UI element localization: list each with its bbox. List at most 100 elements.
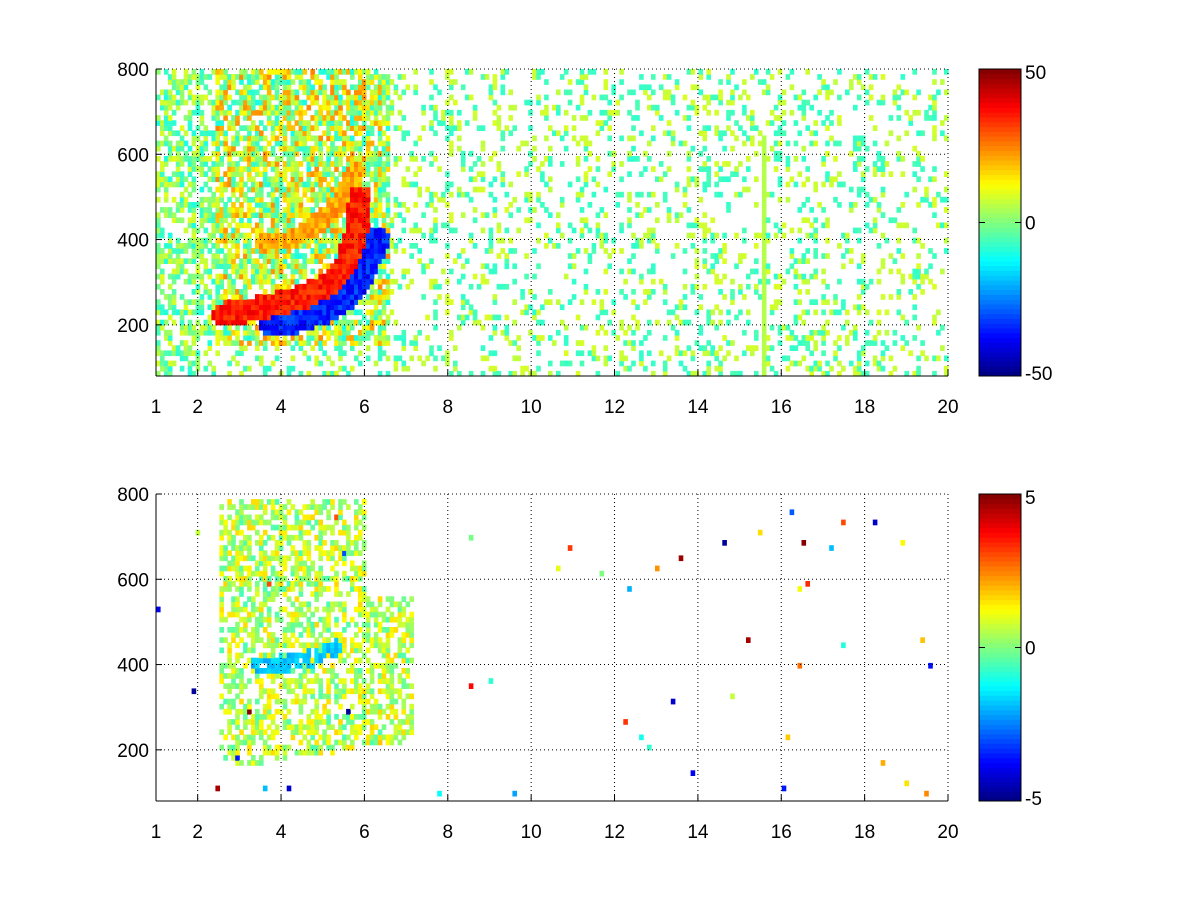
colorbar-step [979,174,1021,180]
heatmap-cell [813,309,818,316]
heatmap-cell [607,171,612,177]
heatmap-cell [647,156,652,162]
heatmap-cell [793,335,799,341]
heatmap-cell [385,222,391,229]
heatmap-cell [338,130,343,137]
heatmap-cell [365,181,371,188]
colorbar-step [979,232,1021,238]
heatmap-cell [290,324,296,331]
heatmap-cell [318,268,323,275]
heatmap-cell [330,263,335,270]
heatmap-cell [532,370,537,377]
heatmap-cell [179,324,185,331]
heatmap-cell [449,115,454,121]
heatmap-cell [350,253,355,259]
heatmap-cell [259,212,264,218]
heatmap-cell [342,340,347,346]
heatmap-cell [282,340,288,346]
heatmap-cell [381,89,387,96]
heatmap-cell [175,202,181,208]
heatmap-cell [290,299,296,305]
heatmap-cell [322,166,327,172]
heatmap-cell [769,74,775,80]
heatmap-cell [243,104,248,111]
heatmap-cell [270,734,276,741]
heatmap-cell [199,304,205,311]
heatmap-cell [187,360,193,367]
heatmap-cell [235,545,240,551]
heatmap-cell [223,673,228,679]
heatmap-cell [290,545,296,551]
colorbar-step [979,241,1021,247]
heatmap-cell [330,150,335,157]
heatmap-cell [631,360,636,367]
heatmap-cell [690,84,696,91]
heatmap-cell [849,79,854,85]
heatmap-cell [500,248,506,254]
heatmap-cell [330,171,335,177]
heatmap-cell [199,99,205,106]
heatmap-cell [322,263,327,270]
heatmap-cell [631,314,636,321]
heatmap-cell [227,324,232,331]
heatmap-cell [239,217,244,224]
heatmap-cell [690,283,696,290]
heatmap-cell [635,202,640,208]
heatmap-cell [880,350,886,357]
heatmap-cell [156,196,161,203]
heatmap-cell [195,74,201,80]
heatmap-cell [310,125,315,131]
heatmap-cell [326,115,331,121]
heatmap-cell [160,227,165,234]
heatmap-cell [365,79,371,85]
heatmap-cell [179,145,185,152]
heatmap-cell [346,299,351,305]
heatmap-cell [429,150,434,157]
heatmap-cell [211,161,216,167]
heatmap-cell [647,237,652,244]
heatmap-cell [389,278,395,285]
heatmap-cell [445,253,450,259]
heatmap-cell [615,191,620,198]
heatmap-cell [259,734,264,741]
heatmap-cell [227,657,232,664]
heatmap-cell [235,744,240,751]
heatmap-cell [480,176,486,183]
heatmap-cell [377,79,383,85]
heatmap-cell [619,161,624,167]
heatmap-cell [754,176,759,183]
heatmap-cell [409,278,414,285]
heatmap-cell [631,135,636,142]
heatmap-cell [274,176,280,183]
heatmap-cell [785,161,791,167]
heatmap-cell [262,161,268,167]
heatmap-cell [227,150,232,157]
heatmap-cell [338,104,343,111]
heatmap-cell [239,294,244,300]
heatmap-cell [500,283,506,290]
heatmap-cell [199,212,205,218]
heatmap-cell [908,115,913,121]
heatmap-cell [215,299,220,305]
heatmap-cell [579,94,585,101]
heatmap-cell [183,84,189,91]
heatmap-cell [761,258,767,264]
heatmap-cell [290,524,296,531]
heatmap-cell [239,156,244,162]
heatmap-cell [219,570,224,577]
heatmap-cell [761,227,767,234]
heatmap-cell [270,637,276,643]
heatmap-cell [183,140,189,147]
heatmap-cell [290,642,296,649]
heatmap-cell [326,186,331,193]
heatmap-cell [223,217,228,224]
heatmap-cell [310,222,315,229]
heatmap-cell [401,135,407,142]
heatmap-cell [199,278,205,285]
heatmap-cell [227,232,232,239]
heatmap-cell [354,104,359,111]
heatmap-cell [635,304,640,311]
heatmap-cell [932,355,937,362]
heatmap-cell [516,355,521,362]
heatmap-cell [385,196,391,203]
